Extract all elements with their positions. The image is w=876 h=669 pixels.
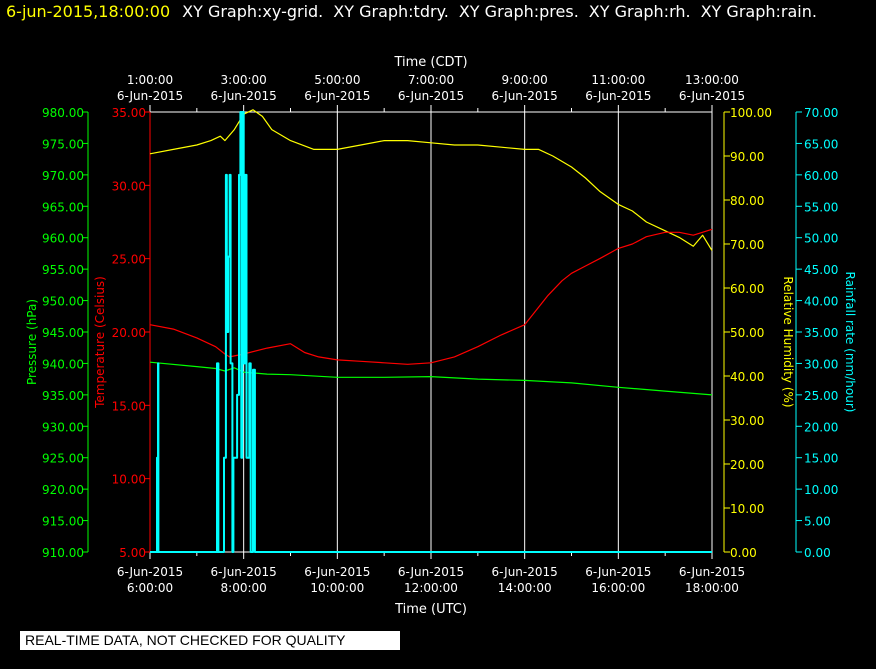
top-axis-title: Time (CDT) <box>393 55 467 70</box>
pressure-tick-label: 940.00 <box>42 357 84 371</box>
header-bar: 6-jun-2015,18:00:00 XY Graph:xy-grid. XY G… <box>6 2 827 21</box>
header-graph-rain: XY Graph:rain. <box>700 2 817 21</box>
bottom-tick-date: 6-Jun-2015 <box>211 565 277 579</box>
bottom-tick-time: 8:00:00 <box>221 581 267 595</box>
humidity-tick-label: 60.00 <box>730 282 764 296</box>
rain-tick-label: 40.00 <box>804 295 838 309</box>
pressure-tick-label: 920.00 <box>42 483 84 497</box>
pressure-tick-label: 945.00 <box>42 326 84 340</box>
bottom-tick-date: 6-Jun-2015 <box>117 565 183 579</box>
rain-tick-label: 20.00 <box>804 420 838 434</box>
rain-axis-title: Rainfall rate (mm/hour) <box>843 272 857 413</box>
top-tick-time: 5:00:00 <box>314 73 360 87</box>
rain-tick-label: 0.00 <box>804 546 831 560</box>
temperature-tick-label: 20.00 <box>112 326 146 340</box>
bottom-tick-time: 16:00:00 <box>591 581 645 595</box>
temperature-tick-label: 15.00 <box>112 399 146 413</box>
rain-tick-label: 30.00 <box>804 357 838 371</box>
bottom-tick-date: 6-Jun-2015 <box>679 565 745 579</box>
temperature-axis-title: Temperature (Celsius) <box>93 276 107 409</box>
humidity-tick-label: 10.00 <box>730 502 764 516</box>
top-tick-time: 9:00:00 <box>502 73 548 87</box>
top-tick-date: 6-Jun-2015 <box>398 89 464 103</box>
pressure-tick-label: 930.00 <box>42 420 84 434</box>
top-tick-date: 6-Jun-2015 <box>211 89 277 103</box>
humidity-tick-label: 100.00 <box>730 106 772 120</box>
quality-notice: REAL-TIME DATA, NOT CHECKED FOR QUALITY <box>20 631 400 650</box>
header-graph-rh: XY Graph:rh. <box>588 2 691 21</box>
pressure-tick-label: 925.00 <box>42 452 84 466</box>
humidity-tick-label: 20.00 <box>730 458 764 472</box>
top-tick-date: 6-Jun-2015 <box>117 89 183 103</box>
bottom-tick-time: 10:00:00 <box>310 581 364 595</box>
humidity-tick-label: 40.00 <box>730 370 764 384</box>
pressure-tick-label: 915.00 <box>42 515 84 529</box>
rain-tick-label: 5.00 <box>804 515 831 529</box>
humidity-axis-title: Relative Humidity (%) <box>781 276 795 407</box>
rain-tick-label: 25.00 <box>804 389 838 403</box>
bottom-tick-date: 6-Jun-2015 <box>585 565 651 579</box>
bottom-tick-date: 6-Jun-2015 <box>492 565 558 579</box>
header-timestamp: 6-jun-2015,18:00:00 <box>6 2 171 21</box>
rain-tick-label: 70.00 <box>804 106 838 120</box>
top-tick-date: 6-Jun-2015 <box>585 89 651 103</box>
bottom-tick-time: 14:00:00 <box>498 581 552 595</box>
pressure-tick-label: 960.00 <box>42 232 84 246</box>
temperature-series-line <box>149 228 713 365</box>
bottom-tick-time: 12:00:00 <box>404 581 458 595</box>
top-tick-time: 1:00:00 <box>127 73 173 87</box>
rain-tick-label: 10.00 <box>804 483 838 497</box>
pressure-tick-label: 935.00 <box>42 389 84 403</box>
top-tick-date: 6-Jun-2015 <box>304 89 370 103</box>
top-tick-time: 3:00:00 <box>221 73 267 87</box>
pressure-tick-label: 975.00 <box>42 137 84 151</box>
top-tick-time: 7:00:00 <box>408 73 454 87</box>
rain-tick-label: 35.00 <box>804 326 838 340</box>
humidity-tick-label: 50.00 <box>730 326 764 340</box>
header-graph-tdry: XY Graph:tdry. <box>333 2 449 21</box>
top-tick-time: 11:00:00 <box>591 73 645 87</box>
pressure-tick-label: 970.00 <box>42 169 84 183</box>
pressure-series-line <box>149 361 713 396</box>
pressure-tick-label: 950.00 <box>42 295 84 309</box>
temperature-tick-label: 25.00 <box>112 253 146 267</box>
temperature-tick-label: 30.00 <box>112 179 146 193</box>
rain-tick-label: 15.00 <box>804 452 838 466</box>
pressure-tick-label: 980.00 <box>42 106 84 120</box>
humidity-tick-label: 80.00 <box>730 194 764 208</box>
humidity-tick-label: 70.00 <box>730 238 764 252</box>
rain-tick-label: 60.00 <box>804 169 838 183</box>
rain-tick-label: 50.00 <box>804 232 838 246</box>
rain-tick-label: 45.00 <box>804 263 838 277</box>
bottom-axis-title: Time (UTC) <box>394 602 467 617</box>
temperature-tick-label: 10.00 <box>112 473 146 487</box>
pressure-tick-label: 910.00 <box>42 546 84 560</box>
rain-tick-label: 55.00 <box>804 200 838 214</box>
temperature-tick-label: 5.00 <box>119 546 146 560</box>
bottom-tick-date: 6-Jun-2015 <box>398 565 464 579</box>
rain-series-line <box>150 111 712 553</box>
pressure-tick-label: 955.00 <box>42 263 84 277</box>
top-tick-date: 6-Jun-2015 <box>492 89 558 103</box>
bottom-tick-time: 6:00:00 <box>127 581 173 595</box>
bottom-tick-time: 18:00:00 <box>685 581 739 595</box>
humidity-series-line <box>149 109 713 251</box>
top-tick-time: 13:00:00 <box>685 73 739 87</box>
bottom-tick-date: 6-Jun-2015 <box>304 565 370 579</box>
rain-tick-label: 65.00 <box>804 137 838 151</box>
temperature-tick-label: 35.00 <box>112 106 146 120</box>
humidity-tick-label: 30.00 <box>730 414 764 428</box>
header-graph-pres: XY Graph:pres. <box>458 2 579 21</box>
header-graph-xy-grid: XY Graph:xy-grid. <box>182 2 324 21</box>
humidity-tick-label: 90.00 <box>730 150 764 164</box>
humidity-tick-label: 0.00 <box>730 546 757 560</box>
top-tick-date: 6-Jun-2015 <box>679 89 745 103</box>
pressure-tick-label: 965.00 <box>42 200 84 214</box>
pressure-axis-title: Pressure (hPa) <box>25 299 39 385</box>
